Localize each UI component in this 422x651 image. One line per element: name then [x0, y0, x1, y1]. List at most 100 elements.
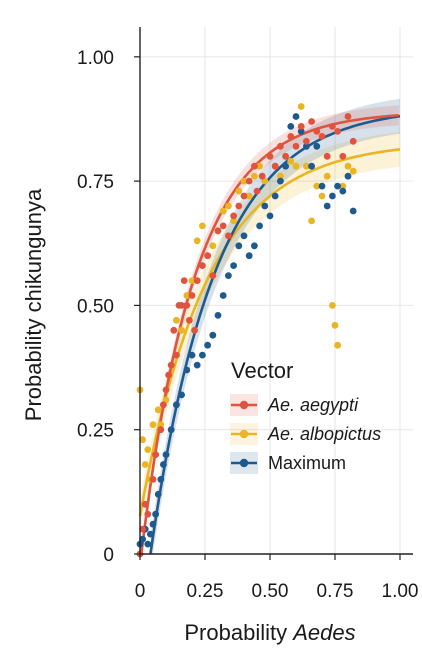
point-series-0-43 — [313, 127, 321, 135]
point-series-2-9 — [160, 461, 167, 468]
point-series-1-40 — [323, 172, 331, 180]
point-series-1-3 — [144, 446, 152, 453]
point-series-2-32 — [277, 177, 284, 185]
point-series-0-35 — [271, 162, 279, 170]
point-series-0-45 — [323, 152, 331, 160]
point-series-1-14 — [188, 277, 196, 284]
point-series-0-49 — [344, 113, 352, 120]
point-series-0-10 — [167, 361, 175, 369]
point-series-2-36 — [297, 127, 305, 135]
confidence-bands — [140, 98, 400, 555]
point-series-0-6 — [157, 426, 165, 434]
point-series-2-8 — [157, 476, 165, 483]
point-series-1-18 — [209, 242, 217, 250]
point-series-2-42 — [329, 192, 336, 200]
point-series-0-17 — [186, 316, 193, 324]
point-series-0-23 — [209, 272, 217, 279]
point-series-0-14 — [178, 302, 186, 309]
point-series-1-16 — [199, 222, 206, 230]
point-series-0-41 — [303, 137, 310, 145]
point-series-2-45 — [344, 172, 352, 180]
point-series-2-11 — [167, 426, 175, 434]
y-tick-label-3: 0.75 — [77, 172, 114, 193]
point-series-0-38 — [287, 133, 295, 140]
point-series-2-37 — [303, 142, 310, 150]
point-series-0-18 — [188, 292, 196, 299]
point-series-0-37 — [282, 152, 289, 160]
point-series-1-46 — [349, 167, 357, 175]
point-series-2-29 — [261, 202, 269, 210]
x-tick-label-1: 0.25 — [187, 581, 224, 602]
point-series-1-34 — [292, 162, 300, 170]
tick-labels: 0 0.25 0.50 0.75 1.00 0 0.25 0.50 0.75 1.00 — [77, 48, 418, 602]
fit-line-series-1 — [138, 148, 401, 517]
point-series-2-30 — [266, 212, 274, 220]
point-series-1-27 — [256, 162, 263, 170]
point-series-0-3 — [144, 510, 152, 518]
point-series-1-31 — [277, 172, 284, 180]
point-series-0-50 — [349, 137, 357, 145]
y-tick-label-0: 0 — [103, 545, 114, 566]
point-series-0-16 — [183, 302, 191, 309]
point-series-0-42 — [308, 118, 315, 125]
point-series-2-31 — [271, 192, 279, 200]
point-series-2-15 — [188, 351, 196, 359]
point-series-2-28 — [256, 222, 263, 230]
point-series-0-26 — [225, 232, 232, 240]
point-series-0-34 — [266, 152, 274, 160]
legend-marker-2 — [239, 458, 249, 468]
point-series-0-7 — [160, 401, 167, 409]
point-series-1-1 — [139, 436, 147, 444]
point-series-2-5 — [149, 520, 157, 528]
point-series-0-12 — [173, 351, 180, 359]
x-tick-label-2: 0.50 — [252, 581, 289, 602]
point-series-1-20 — [219, 207, 227, 215]
point-series-2-19 — [209, 331, 217, 339]
point-series-1-25 — [245, 192, 253, 200]
y-tick-label-4: 1.00 — [77, 48, 114, 69]
point-series-2-25 — [240, 232, 248, 240]
point-series-2-27 — [251, 242, 258, 250]
point-series-1-15 — [193, 237, 201, 245]
point-series-1-7 — [154, 406, 162, 414]
point-series-1-12 — [178, 326, 186, 334]
point-series-0-48 — [339, 152, 347, 160]
point-series-2-18 — [204, 341, 212, 349]
point-series-1-43 — [334, 341, 341, 349]
point-series-1-22 — [230, 217, 238, 225]
point-series-0-22 — [204, 252, 212, 260]
band-series-2 — [150, 98, 400, 555]
point-series-0-29 — [240, 192, 248, 200]
point-series-0-8 — [162, 386, 170, 394]
point-series-2-22 — [225, 272, 232, 279]
point-series-0-2 — [141, 500, 149, 508]
x-tick-label-3: 0.75 — [317, 581, 354, 602]
x-tick-label-0: 0 — [135, 581, 146, 602]
point-series-2-34 — [287, 123, 295, 130]
point-series-0-39 — [292, 142, 300, 150]
point-series-0-44 — [318, 133, 326, 140]
point-series-2-24 — [235, 242, 243, 250]
point-series-2-35 — [292, 113, 300, 120]
point-series-0-1 — [139, 525, 147, 533]
point-series-1-35 — [297, 103, 305, 110]
point-series-1-39 — [318, 192, 326, 200]
point-series-0-5 — [152, 451, 160, 458]
point-series-1-13 — [183, 292, 191, 299]
legend-label-1: Ae. albopictus — [267, 424, 381, 444]
point-series-1-45 — [344, 162, 352, 170]
point-series-2-7 — [154, 490, 162, 498]
point-series-0-11 — [170, 326, 178, 334]
point-series-2-33 — [282, 162, 289, 170]
point-series-1-36 — [303, 162, 310, 170]
fit-curves — [138, 114, 401, 555]
point-series-2-13 — [178, 391, 186, 399]
point-series-1-21 — [225, 202, 232, 210]
point-series-0-36 — [277, 142, 284, 150]
point-series-0-28 — [235, 202, 243, 210]
point-series-2-39 — [313, 142, 321, 150]
point-series-2-20 — [214, 312, 222, 319]
point-series-2-17 — [199, 351, 206, 359]
y-tick-label-2: 0.50 — [77, 296, 114, 317]
point-series-0-24 — [214, 227, 222, 235]
